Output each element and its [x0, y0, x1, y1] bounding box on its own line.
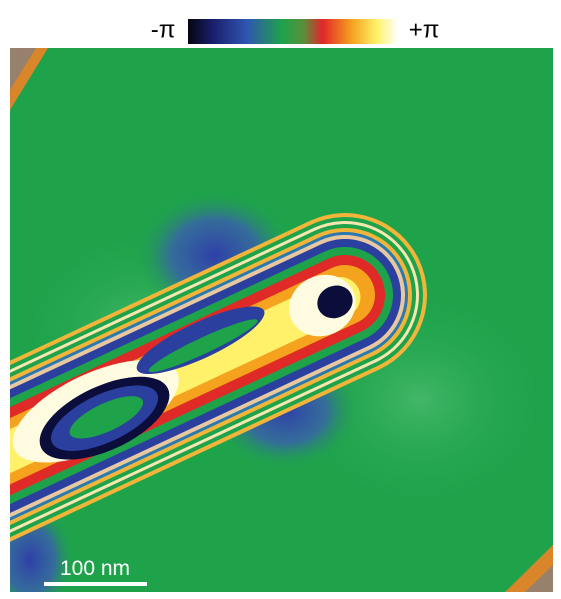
colorbar-max-label: +π: [409, 16, 440, 43]
colorbar-min-label: -π: [151, 16, 176, 43]
scale-bar: [44, 582, 147, 586]
colorbar: [188, 19, 398, 44]
phase-image: [10, 48, 553, 592]
scale-bar-label: 100 nm: [60, 557, 130, 580]
